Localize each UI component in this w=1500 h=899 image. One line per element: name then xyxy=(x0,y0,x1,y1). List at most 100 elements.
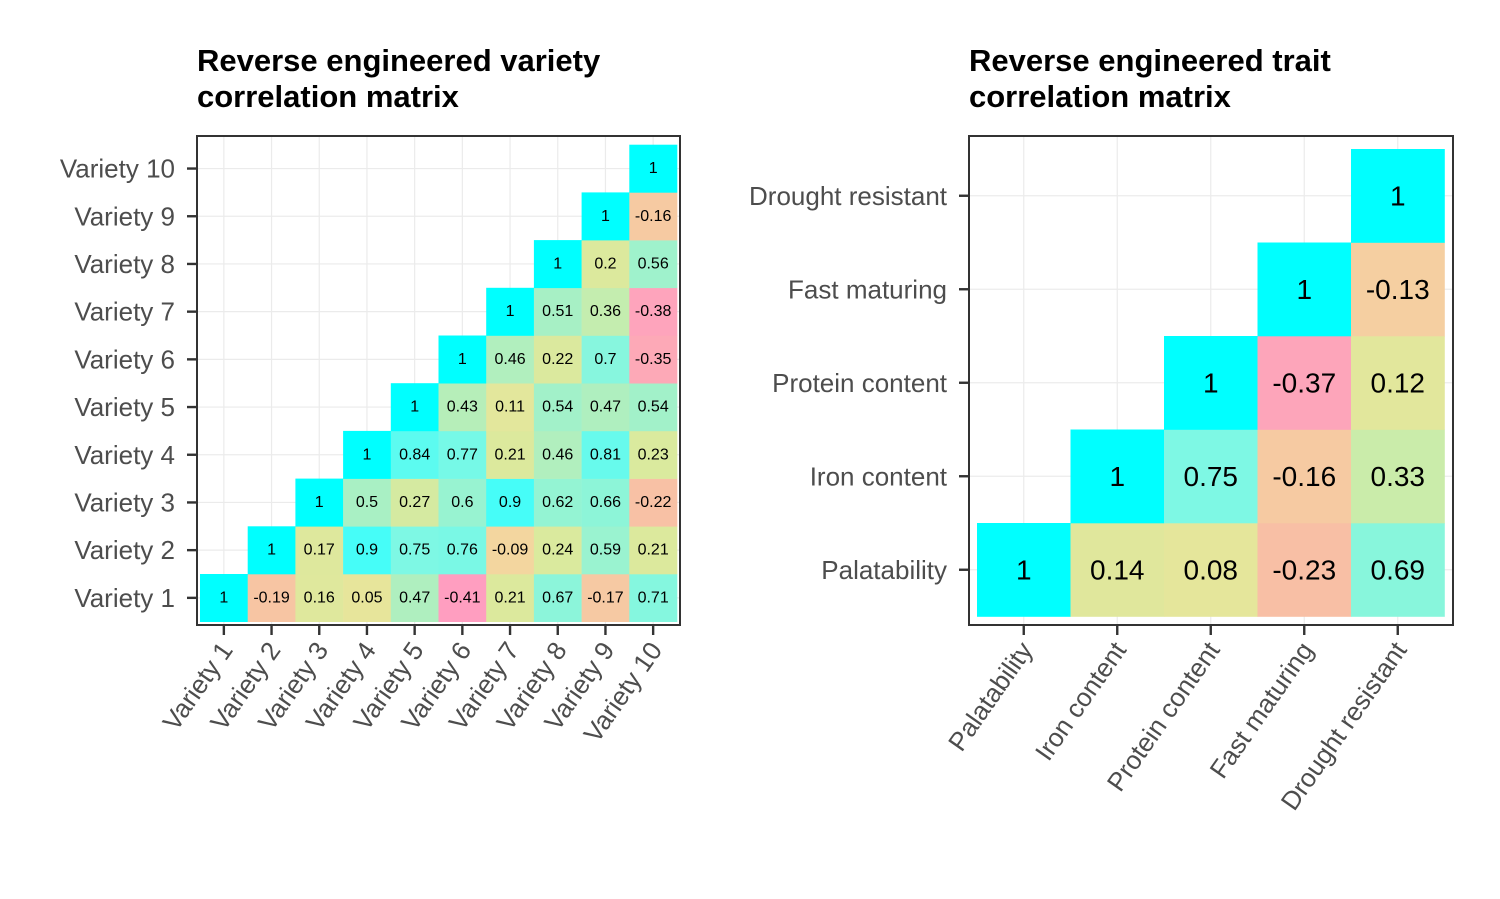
cell-value-label: 0.54 xyxy=(542,399,573,416)
y-tick-label: Variety 1 xyxy=(74,583,175,613)
heatmap-cell xyxy=(486,526,535,575)
cell-value-label: 0.75 xyxy=(1184,461,1239,492)
cell-value-label: 0.84 xyxy=(399,446,430,463)
heatmap-cell xyxy=(533,478,582,527)
cell-value-label: 0.69 xyxy=(1371,554,1426,585)
heatmap-cell xyxy=(438,430,487,479)
heatmap-cell xyxy=(581,526,630,575)
heatmap-cell xyxy=(533,287,582,336)
cell-value-label: 0.08 xyxy=(1184,554,1239,585)
heatmap-cell xyxy=(629,430,678,479)
cell-value-label: 0.14 xyxy=(1090,554,1145,585)
cell-value-label: 0.47 xyxy=(399,589,430,606)
panel-border xyxy=(196,135,681,626)
heatmap-cell xyxy=(1351,242,1445,337)
cell-value-label: -0.23 xyxy=(1272,554,1336,585)
heatmap-cell xyxy=(1351,336,1445,430)
heatmap-cell xyxy=(343,478,392,527)
heatmap-cell xyxy=(1164,523,1258,617)
heatmap-cell xyxy=(247,574,296,622)
cell-value-label: 1 xyxy=(410,399,419,416)
cell-value-label: 0.43 xyxy=(447,399,478,416)
heatmap-cell xyxy=(533,383,582,432)
heatmap-cell xyxy=(581,574,630,622)
heatmap-cell xyxy=(629,240,678,289)
heatmap-cell xyxy=(581,383,630,432)
y-tick-label: Variety 4 xyxy=(74,440,175,470)
heatmap-cell xyxy=(1351,523,1445,617)
heatmap-cell xyxy=(295,526,344,575)
cell-value-label: 1 xyxy=(1016,554,1032,585)
cell-value-label: 0.17 xyxy=(304,542,335,559)
cell-value-label: 0.6 xyxy=(451,494,473,511)
cell-value-label: 1 xyxy=(267,542,276,559)
cell-value-label: 0.9 xyxy=(499,494,521,511)
cell-value-label: 0.56 xyxy=(638,255,669,272)
cell-value-label: 1 xyxy=(362,446,371,463)
cell-value-label: 0.5 xyxy=(356,494,378,511)
heatmap-cell xyxy=(1164,336,1258,430)
y-tick-label: Variety 3 xyxy=(74,487,175,517)
heatmap-cell xyxy=(486,335,535,384)
heatmap-cell xyxy=(629,478,678,527)
heatmap-cell xyxy=(343,430,392,479)
cell-value-label: -0.38 xyxy=(635,303,672,320)
heatmap-cell xyxy=(581,240,630,289)
cell-value-label: -0.16 xyxy=(635,208,672,225)
heatmap-cell xyxy=(1257,523,1352,617)
cell-value-label: 0.9 xyxy=(356,542,378,559)
heatmap-cell xyxy=(581,430,630,479)
heatmap-cell xyxy=(1351,149,1445,243)
y-tick-label: Variety 2 xyxy=(74,535,175,565)
heatmap-cell xyxy=(438,526,487,575)
cell-value-label: 1 xyxy=(1203,367,1219,398)
cell-value-label: 1 xyxy=(506,303,515,320)
heatmap-cell xyxy=(486,478,535,527)
heatmap-cell xyxy=(977,523,1071,617)
cell-value-label: 0.7 xyxy=(594,351,616,368)
chart-title-line: correlation matrix xyxy=(197,79,460,114)
cell-value-label: 0.36 xyxy=(590,303,621,320)
cell-value-label: -0.41 xyxy=(444,589,481,606)
heatmap-cell xyxy=(390,526,439,575)
heatmap-cell xyxy=(295,478,344,527)
cell-value-label: 0.51 xyxy=(542,303,573,320)
heatmap-cell xyxy=(629,144,678,193)
heatmap-cell xyxy=(629,335,678,384)
cell-value-label: 1 xyxy=(649,160,658,177)
heatmap-cell xyxy=(390,574,439,622)
cell-value-label: 1 xyxy=(219,589,228,606)
heatmap-cell xyxy=(390,478,439,527)
cell-value-label: 0.62 xyxy=(542,494,573,511)
cell-value-label: 0.71 xyxy=(638,589,669,606)
heatmap-cell xyxy=(486,383,535,432)
heatmap-cell xyxy=(533,335,582,384)
cell-value-label: 0.75 xyxy=(399,542,430,559)
heatmap-cell xyxy=(533,574,582,622)
heatmap-cell xyxy=(581,287,630,336)
heatmap-cell xyxy=(438,574,487,622)
cell-value-label: 0.66 xyxy=(590,494,621,511)
heatmap-cell xyxy=(629,287,678,336)
heatmap-cell xyxy=(533,430,582,479)
heatmap-cell xyxy=(486,574,535,622)
cell-value-label: 0.22 xyxy=(542,351,573,368)
cell-value-label: 0.24 xyxy=(542,542,573,559)
cell-value-label: -0.09 xyxy=(492,542,529,559)
heatmap-cell xyxy=(343,526,392,575)
heatmap-cell xyxy=(581,192,630,241)
y-tick-label: Palatability xyxy=(821,555,947,585)
y-tick-label: Iron content xyxy=(810,461,948,491)
cell-value-label: -0.16 xyxy=(1272,461,1336,492)
y-tick-label: Variety 9 xyxy=(74,201,175,231)
heatmap-cell xyxy=(486,287,535,336)
heatmap-cell xyxy=(1070,523,1165,617)
cell-value-label: 0.47 xyxy=(590,399,621,416)
heatmap-cell xyxy=(390,383,439,432)
cell-value-label: 1 xyxy=(601,208,610,225)
cell-value-label: 0.12 xyxy=(1371,367,1426,398)
cell-value-label: 0.46 xyxy=(542,446,573,463)
cell-value-label: 1 xyxy=(1390,180,1406,211)
